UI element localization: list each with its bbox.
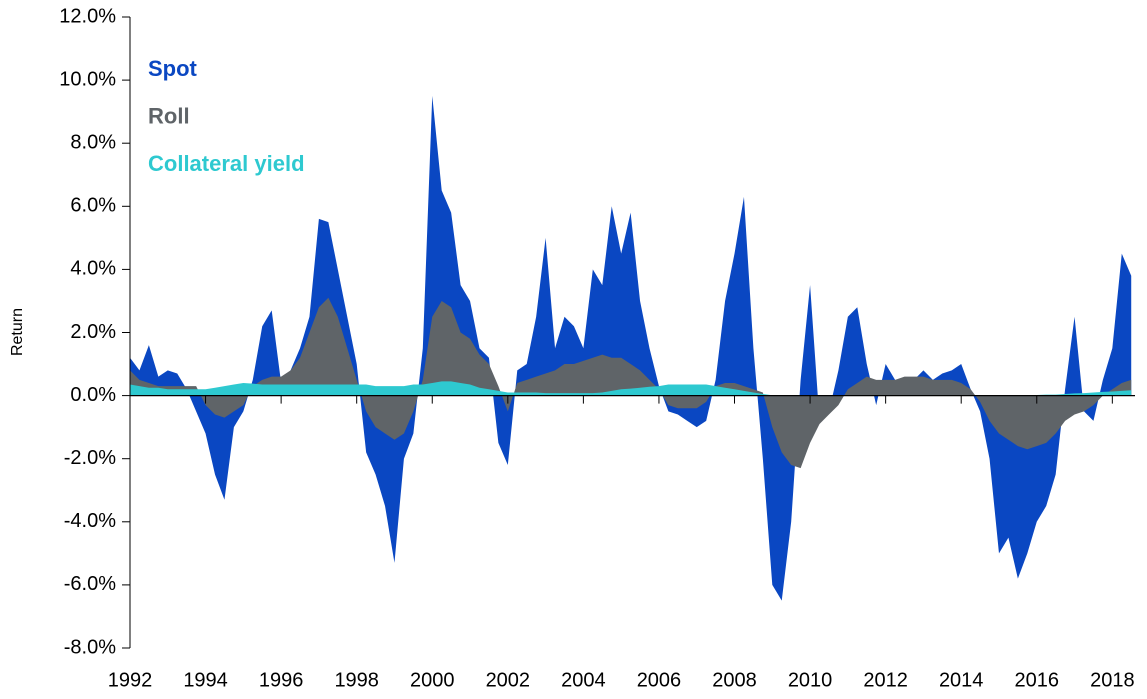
y-tick-label: -2.0% <box>64 447 116 469</box>
y-tick-label: 0.0% <box>70 384 116 406</box>
legend-entry: Collateral yield <box>148 151 305 176</box>
x-tick-label: 2012 <box>863 669 908 691</box>
y-tick-label: 10.0% <box>59 68 116 90</box>
y-axis-label: Return <box>9 308 26 356</box>
x-tick-label: 1994 <box>183 669 228 691</box>
y-tick-label: 4.0% <box>70 258 116 280</box>
x-tick-label: 1996 <box>259 669 304 691</box>
x-tick-label: 2008 <box>712 669 757 691</box>
x-tick-label: 2018 <box>1090 669 1135 691</box>
x-tick-label: 2010 <box>788 669 833 691</box>
legend-entry: Spot <box>148 56 198 81</box>
y-tick-label: -8.0% <box>64 636 116 658</box>
y-tick-label: 6.0% <box>70 195 116 217</box>
y-tick-label: 8.0% <box>70 131 116 153</box>
x-tick-label: 1992 <box>108 669 153 691</box>
area <box>130 297 1132 469</box>
y-tick-label: 12.0% <box>59 5 116 27</box>
x-tick-label: 2014 <box>939 669 984 691</box>
x-tick-label: 2004 <box>561 669 606 691</box>
y-tick-label: -6.0% <box>64 573 116 595</box>
x-tick-label: 2000 <box>410 669 455 691</box>
x-tick-label: 2006 <box>637 669 682 691</box>
y-tick-label: 2.0% <box>70 321 116 343</box>
x-tick-label: 2002 <box>486 669 531 691</box>
area <box>130 381 1132 396</box>
y-tick-label: -4.0% <box>64 510 116 532</box>
x-tick-label: 2016 <box>1015 669 1060 691</box>
x-tick-label: 1998 <box>334 669 379 691</box>
legend-entry: Roll <box>148 103 190 128</box>
area <box>130 95 1132 601</box>
